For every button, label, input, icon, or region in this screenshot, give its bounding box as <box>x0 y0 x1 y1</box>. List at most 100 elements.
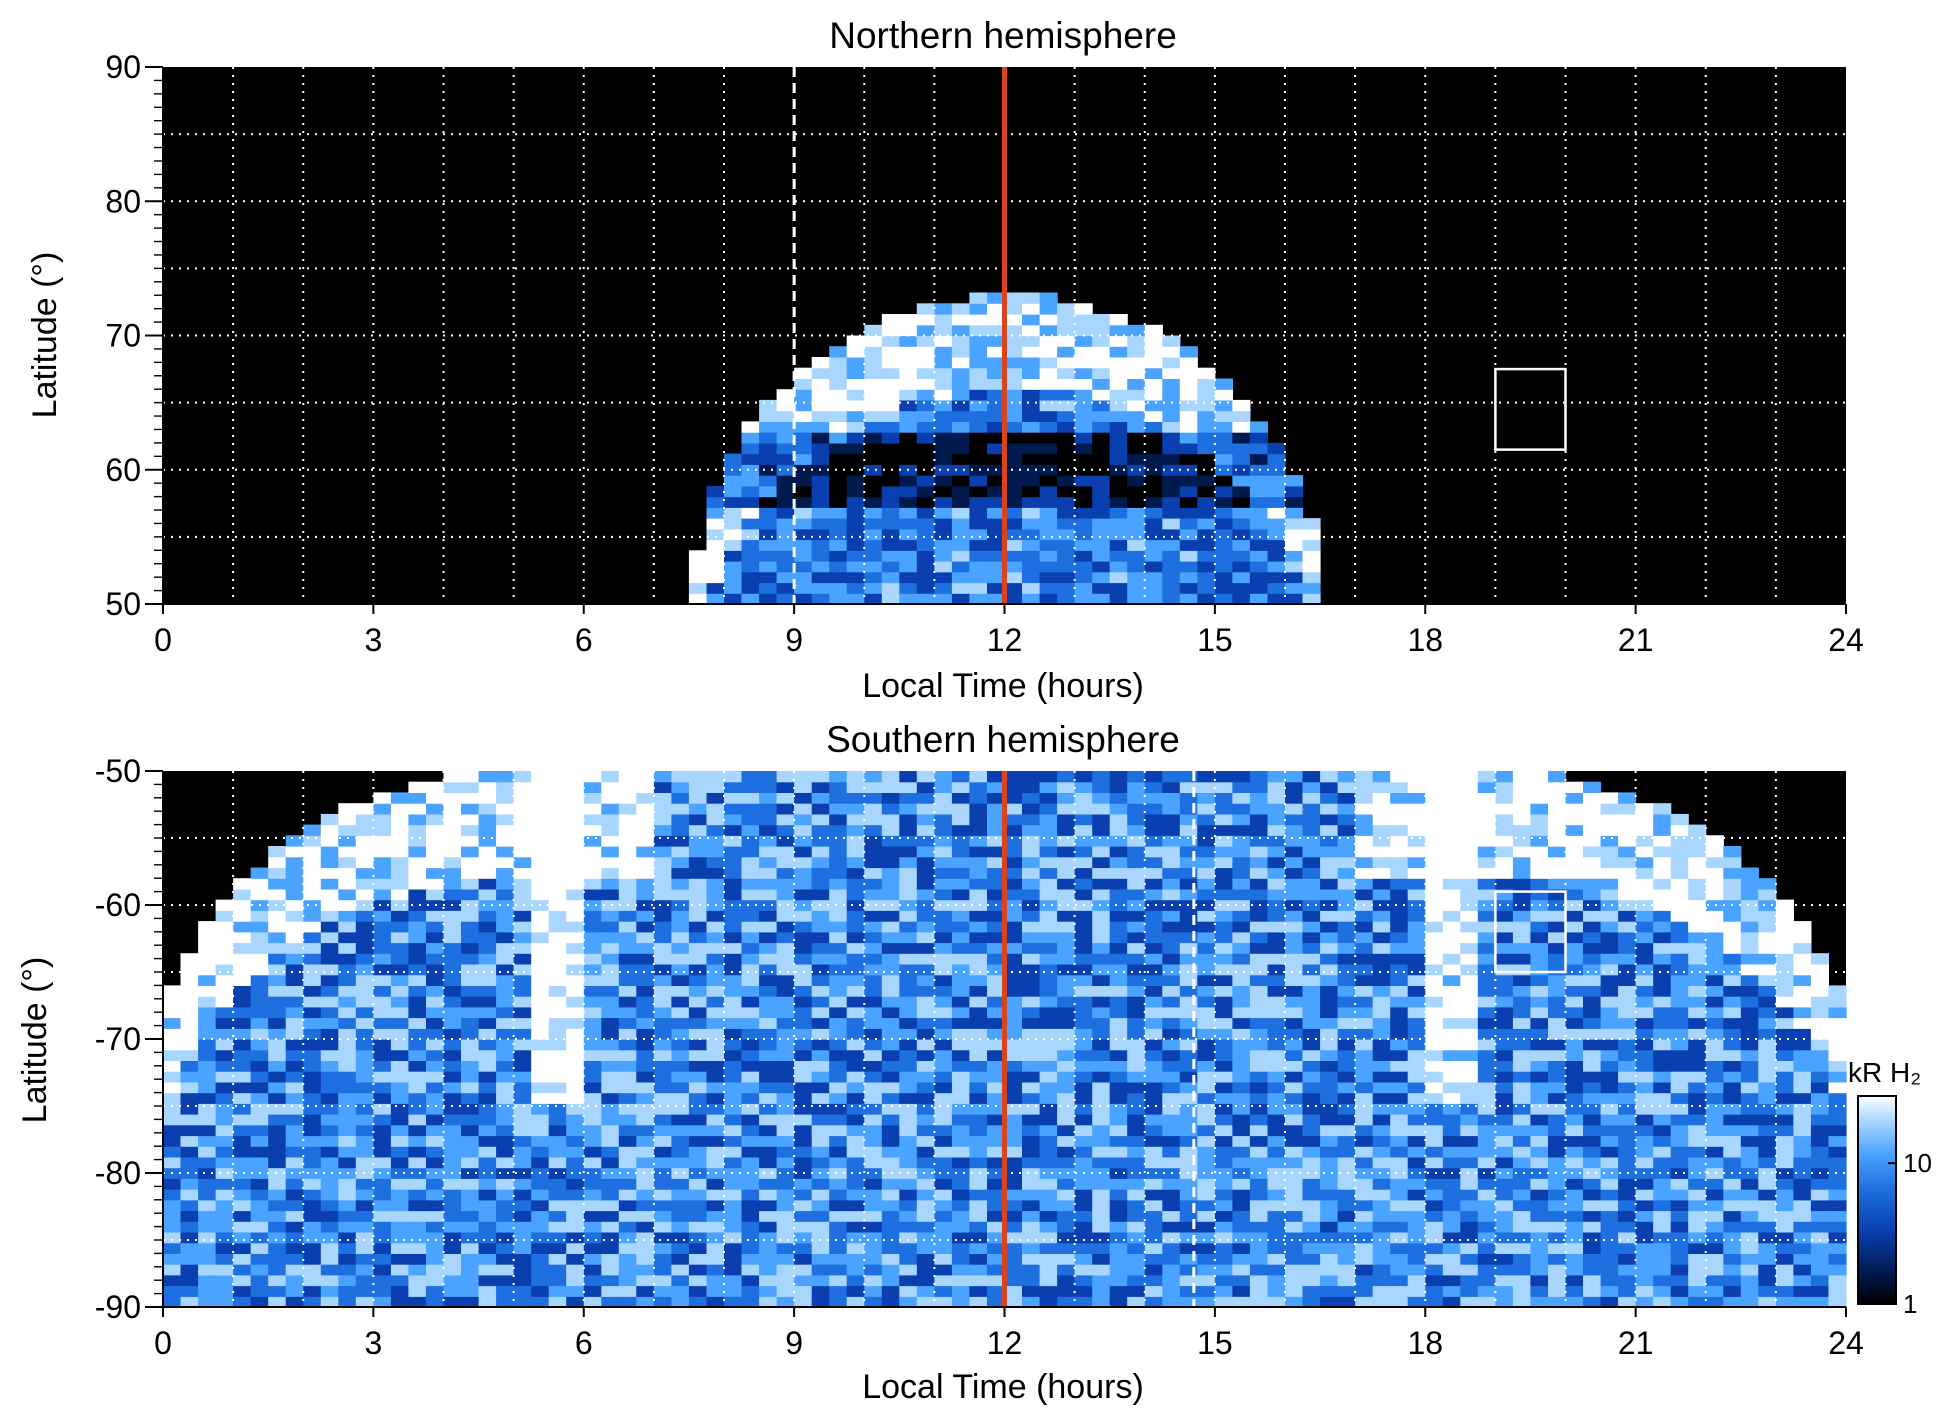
emission-cell <box>1372 1092 1391 1104</box>
emission-cell <box>1583 1178 1602 1190</box>
emission-cell <box>1197 1006 1216 1019</box>
emission-cell <box>899 539 918 551</box>
emission-cell <box>1618 1049 1637 1061</box>
emission-cell <box>794 1071 813 1083</box>
emission-cell <box>1267 996 1286 1008</box>
emission-cell <box>1109 1135 1128 1147</box>
emission-cell <box>969 931 988 944</box>
emission-cell <box>653 1049 672 1061</box>
emission-cell <box>320 942 339 954</box>
emission-cell <box>688 1092 707 1104</box>
emission-cell <box>1214 432 1233 444</box>
emission-cell <box>829 485 848 498</box>
emission-cell <box>1320 1285 1339 1297</box>
emission-cell <box>1583 781 1602 793</box>
emission-cell <box>987 410 1006 422</box>
emission-cell <box>548 835 567 847</box>
emission-cell <box>951 953 970 965</box>
emission-cell <box>443 867 462 879</box>
emission-cell <box>496 824 515 836</box>
emission-cell <box>759 582 778 594</box>
emission-cell <box>531 942 550 954</box>
emission-cell <box>1197 1253 1216 1265</box>
emission-cell <box>934 1274 953 1287</box>
emission-cell <box>1320 1264 1339 1276</box>
emission-cell <box>1407 888 1426 901</box>
emission-cell <box>1285 475 1304 487</box>
emission-cell <box>969 346 988 358</box>
emission-cell <box>969 803 988 815</box>
emission-cell <box>1372 953 1391 965</box>
emission-cell <box>706 985 725 997</box>
emission-cell <box>1618 921 1637 933</box>
emission-cell <box>1197 1081 1216 1094</box>
emission-cell <box>794 1124 813 1137</box>
emission-cell <box>618 1039 637 1051</box>
emission-cell <box>443 824 462 836</box>
emission-cell <box>794 888 813 901</box>
emission-cell <box>671 1232 690 1244</box>
emission-cell <box>1267 485 1286 498</box>
emission-cell <box>1302 878 1321 890</box>
emission-cell <box>759 464 778 476</box>
emission-cell <box>1197 1092 1216 1104</box>
emission-cell <box>951 1071 970 1083</box>
emission-cell <box>408 1081 427 1094</box>
emission-cell <box>215 899 234 911</box>
emission-cell <box>355 1221 374 1233</box>
emission-cell <box>671 1210 690 1222</box>
emission-cell <box>1530 846 1549 858</box>
emission-cell <box>1057 442 1076 455</box>
emission-cell <box>1285 942 1304 954</box>
emission-cell <box>916 964 935 976</box>
emission-cell <box>916 1135 935 1147</box>
emission-cell <box>601 1060 620 1072</box>
emission-cell <box>1022 1285 1041 1297</box>
emission-cell <box>776 985 795 997</box>
emission-cell <box>601 781 620 793</box>
emission-cell <box>899 346 918 358</box>
emission-cell <box>987 792 1006 804</box>
emission-cell <box>987 942 1006 954</box>
emission-cell <box>198 921 217 933</box>
emission-cell <box>1618 1232 1637 1244</box>
emission-cell <box>443 1242 462 1254</box>
emission-cell <box>846 953 865 965</box>
emission-cell <box>1179 1221 1198 1233</box>
emission-cell <box>706 550 725 562</box>
southern-hemisphere-panel: Southern hemisphere 0 3 6 9 12 15 18 21 24-90-80… <box>16 719 1864 1406</box>
emission-cell <box>1022 507 1041 519</box>
emission-cell <box>215 1274 234 1287</box>
emission-cell <box>1390 1146 1409 1158</box>
emission-cell <box>1179 496 1198 508</box>
emission-cell <box>1074 1221 1093 1233</box>
emission-cell <box>233 1221 252 1233</box>
emission-cell <box>1004 1199 1023 1212</box>
emission-cell <box>1144 1039 1163 1051</box>
emission-cell <box>916 475 935 487</box>
emission-cell <box>864 1092 883 1104</box>
emission-cell <box>303 824 322 836</box>
emission-cell <box>496 1199 515 1212</box>
emission-cell <box>461 985 480 997</box>
emission-cell <box>1495 781 1514 793</box>
emission-cell <box>1092 953 1111 965</box>
emission-cell <box>548 813 567 826</box>
emission-cell <box>1022 539 1041 551</box>
emission-cell <box>1407 1199 1426 1212</box>
emission-cell <box>1512 1060 1531 1072</box>
emission-cell <box>987 1017 1006 1029</box>
emission-cell <box>338 835 357 847</box>
emission-cell <box>1039 1178 1058 1190</box>
emission-cell <box>1372 878 1391 890</box>
emission-cell <box>1372 1156 1391 1169</box>
emission-cell <box>513 1049 532 1061</box>
emission-cell <box>1197 878 1216 890</box>
emission-cell <box>548 1167 567 1179</box>
emission-cell <box>548 1124 567 1137</box>
emission-cell <box>355 878 374 890</box>
emission-cell <box>1320 1103 1339 1115</box>
emission-cell <box>1407 1049 1426 1061</box>
emission-cell <box>1179 378 1198 390</box>
emission-cell <box>198 953 217 965</box>
